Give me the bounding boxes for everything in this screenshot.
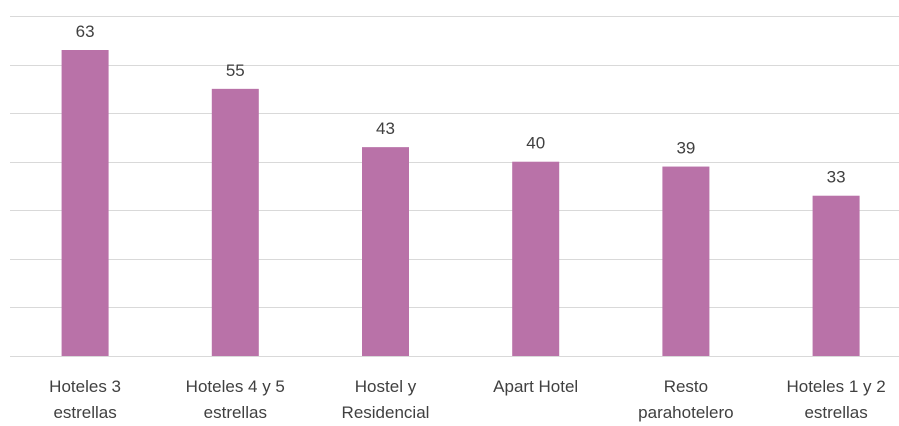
data-label: 33 (827, 168, 846, 187)
data-label: 43 (376, 119, 395, 138)
category-label: Hostel y Residencial (342, 377, 430, 422)
bar (61, 50, 109, 356)
data-labels: 63 55 43 40 39 33 (76, 22, 846, 187)
data-label: 39 (676, 139, 695, 158)
bar (812, 195, 860, 356)
gridlines (10, 16, 899, 357)
category-label: Apart Hotel (493, 377, 578, 396)
category-label: Resto parahotelero (638, 377, 733, 422)
bar (211, 88, 259, 356)
data-label: 63 (76, 22, 95, 41)
category-label: Hoteles 1 y 2 estrellas (786, 377, 885, 422)
data-label: 40 (526, 134, 545, 153)
bar (512, 161, 560, 356)
category-label: Hoteles 4 y 5 estrellas (186, 377, 285, 422)
bar (662, 166, 710, 356)
bars (61, 50, 860, 356)
category-label: Hoteles 3 estrellas (49, 377, 121, 422)
category-labels: Hoteles 3 estrellas Hoteles 4 y 5 estrellas… (49, 377, 886, 422)
data-label: 55 (226, 61, 245, 80)
bar (362, 147, 409, 356)
